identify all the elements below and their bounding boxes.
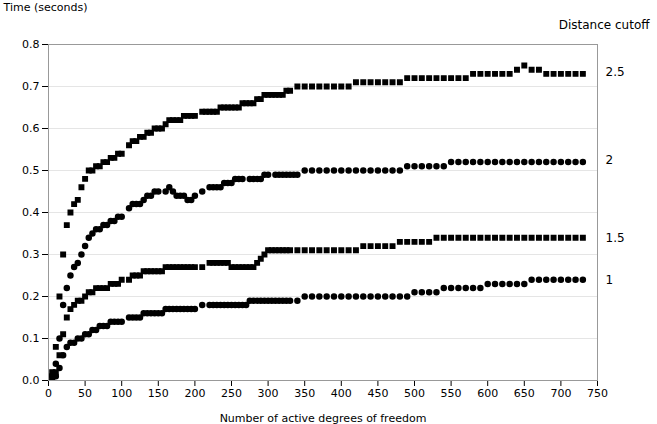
svg-text:100: 100: [111, 387, 132, 400]
svg-text:500: 500: [404, 387, 425, 400]
svg-text:1.5: 1.5: [606, 231, 625, 245]
svg-text:0.5: 0.5: [22, 164, 40, 177]
svg-text:Time (seconds): Time (seconds): [3, 1, 88, 14]
svg-text:600: 600: [477, 387, 498, 400]
svg-text:0.4: 0.4: [22, 206, 40, 219]
svg-text:400: 400: [331, 387, 352, 400]
svg-text:0: 0: [45, 387, 52, 400]
svg-text:0.2: 0.2: [22, 290, 40, 303]
svg-text:300: 300: [258, 387, 279, 400]
svg-text:0.8: 0.8: [22, 38, 40, 51]
svg-text:2: 2: [606, 153, 614, 167]
svg-text:0.0: 0.0: [22, 374, 40, 387]
svg-text:1: 1: [606, 273, 614, 287]
svg-text:0.7: 0.7: [22, 80, 40, 93]
svg-text:200: 200: [184, 387, 205, 400]
svg-text:250: 250: [221, 387, 242, 400]
svg-text:2.5: 2.5: [606, 65, 625, 79]
svg-text:450: 450: [367, 387, 388, 400]
svg-text:750: 750: [587, 387, 608, 400]
svg-text:0.3: 0.3: [22, 248, 40, 261]
svg-text:Distance cutoff: Distance cutoff: [559, 18, 651, 32]
svg-text:Number of active degrees of fr: Number of active degrees of freedom: [220, 412, 427, 424]
svg-text:0.1: 0.1: [22, 332, 40, 345]
svg-text:50: 50: [78, 387, 92, 400]
svg-text:700: 700: [550, 387, 571, 400]
svg-text:0.6: 0.6: [22, 122, 40, 135]
svg-text:350: 350: [294, 387, 315, 400]
svg-text:150: 150: [148, 387, 169, 400]
svg-text:650: 650: [514, 387, 535, 400]
svg-text:550: 550: [441, 387, 462, 400]
